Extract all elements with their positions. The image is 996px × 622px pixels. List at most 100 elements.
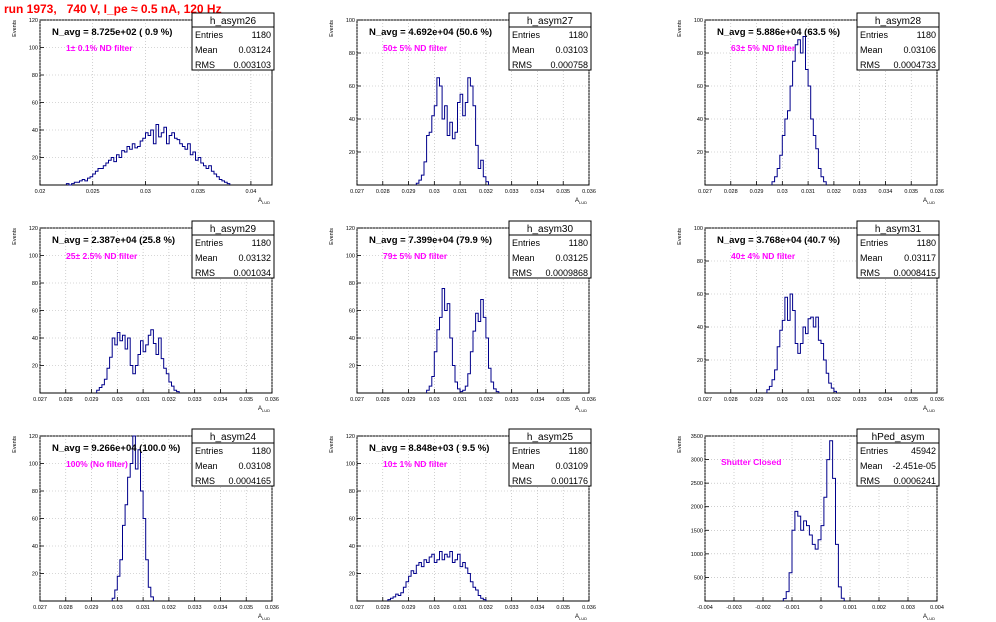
y-tick-label: 60 (349, 309, 355, 315)
stat-value: 0.03103 (555, 45, 588, 55)
x-tick-label: 0.036 (265, 605, 279, 611)
x-tick-label: 0.035 (556, 605, 570, 611)
y-axis: 20 40 60 80 100 120 (346, 434, 361, 578)
stat-label: RMS (195, 268, 215, 278)
histogram-panel: -0.004 -0.003 -0.002 -0.001 0 0.001 0.002 0.003… (677, 428, 944, 621)
y-tick-label: 80 (349, 489, 355, 495)
x-axis: 0.027 0.028 0.029 0.03 0.031 0.032 0.033 0.034 0… (33, 389, 279, 403)
x-tick-label: 0.032 (479, 397, 493, 403)
stat-value: 1180 (252, 238, 271, 248)
x-tick-label: 0.036 (582, 189, 596, 195)
navg-label: N_avg = 8.848e+03 ( 9.5 %) (369, 443, 489, 454)
x-tick-label: 0.035 (904, 189, 918, 195)
stat-label: Entries (512, 30, 541, 40)
stat-value: 1180 (252, 30, 271, 40)
histogram-panel: 0.027 0.028 0.029 0.03 0.031 0.032 0.033 0.034 0… (677, 12, 944, 205)
y-axis-label: Events (12, 436, 18, 453)
stat-value: 0.0009868 (545, 268, 588, 278)
x-tick-label: -0.003 (726, 605, 742, 611)
stat-value: 45942 (911, 446, 936, 456)
stat-value: 0.03108 (238, 461, 271, 471)
x-tick-label: 0.027 (350, 605, 364, 611)
x-tick-label: 0.027 (698, 397, 712, 403)
x-tick-label: 0.03 (777, 397, 788, 403)
histogram-panel: 0.02 0.025 0.03 0.035 0.04 20 40 60 80 100 120 Even… (12, 12, 275, 205)
y-tick-label: 20 (697, 150, 703, 156)
x-tick-label: 0.034 (531, 605, 545, 611)
x-axis-label: ALUD (258, 614, 270, 621)
filter-note: 100% (No filter) (66, 459, 128, 469)
y-tick-label: 80 (349, 51, 355, 57)
x-tick-label: 0.029 (402, 605, 416, 611)
y-tick-label: 3500 (691, 434, 703, 440)
stat-value: 1180 (569, 446, 588, 456)
stat-value: -2.451e-05 (892, 461, 936, 471)
y-tick-label: 20 (32, 572, 38, 578)
histogram-line (771, 36, 827, 185)
y-tick-label: 120 (346, 226, 355, 232)
x-tick-label: -0.001 (784, 605, 800, 611)
filter-note: 10± 1% ND filter (383, 459, 448, 469)
x-tick-label: 0.03 (112, 605, 123, 611)
x-tick-label: 0.035 (904, 397, 918, 403)
histogram-line (415, 77, 489, 185)
y-tick-label: 40 (697, 117, 703, 123)
histogram-line (782, 440, 845, 601)
x-tick-label: 0.03 (429, 605, 440, 611)
stats-box-frame (508, 12, 592, 71)
stat-value: 0.03125 (555, 253, 588, 263)
histogram-line (96, 329, 180, 393)
stat-label: Mean (195, 461, 218, 471)
x-tick-label: 0.032 (479, 189, 493, 195)
stat-value: 1180 (917, 30, 936, 40)
x-axis-label: ALUD (575, 406, 587, 413)
y-tick-label: 80 (697, 51, 703, 57)
y-tick-label: 1000 (691, 552, 703, 558)
navg-label: N_avg = 4.692e+04 (50.6 %) (369, 27, 492, 38)
x-tick-label: 0.031 (801, 189, 815, 195)
filter-note: 25± 2.5% ND filter (66, 251, 138, 261)
stats-box-frame (191, 428, 275, 487)
y-axis: 500 1000 1500 2000 2500 3000 3500 (691, 434, 709, 581)
x-tick-label: -0.002 (755, 605, 771, 611)
y-tick-label: 80 (32, 489, 38, 495)
x-tick-label: 0.035 (191, 189, 205, 195)
y-tick-label: 100 (346, 462, 355, 468)
y-axis-label: Events (329, 228, 335, 245)
stat-value: 1180 (917, 238, 936, 248)
y-axis-label: Events (677, 436, 683, 453)
x-tick-label: 0.029 (85, 397, 99, 403)
x-tick-label: 0.028 (376, 189, 390, 195)
histogram-name: h_asym27 (527, 16, 574, 27)
x-tick-label: 0.035 (556, 189, 570, 195)
y-tick-label: 60 (349, 84, 355, 90)
y-axis-label: Events (12, 20, 18, 37)
stat-label: RMS (860, 60, 880, 70)
x-tick-label: 0.033 (853, 189, 867, 195)
x-tick-label: 0.029 (750, 189, 764, 195)
x-tick-label: 0.031 (801, 397, 815, 403)
y-axis-label: Events (329, 436, 335, 453)
y-tick-label: 20 (697, 358, 703, 364)
y-tick-label: 80 (697, 259, 703, 265)
y-tick-label: 100 (346, 254, 355, 260)
stat-label: Entries (860, 30, 889, 40)
x-axis-label: ALUD (923, 198, 935, 205)
y-axis: 20 40 60 80 100 120 (29, 226, 44, 370)
x-tick-label: 0.033 (853, 397, 867, 403)
x-tick-label: 0.035 (239, 397, 253, 403)
filter-note: 50± 5% ND filter (383, 43, 448, 53)
y-axis: 20 40 60 80 100 (346, 18, 361, 156)
x-tick-label: 0.032 (162, 397, 176, 403)
y-axis-label: Events (677, 20, 683, 37)
y-tick-label: 120 (29, 18, 38, 24)
stats-box: h_asym29 Entries 1180 Mean 0.03132 RMS 0.00103… (191, 220, 275, 279)
y-axis: 20 40 60 80 100 (694, 226, 709, 364)
x-tick-label: 0.028 (724, 189, 738, 195)
x-tick-label: 0.031 (453, 605, 467, 611)
y-tick-label: 100 (29, 462, 38, 468)
y-tick-label: 40 (32, 544, 38, 550)
y-axis-label: Events (329, 20, 335, 37)
x-tick-label: 0.034 (214, 397, 228, 403)
stat-label: Mean (195, 45, 218, 55)
